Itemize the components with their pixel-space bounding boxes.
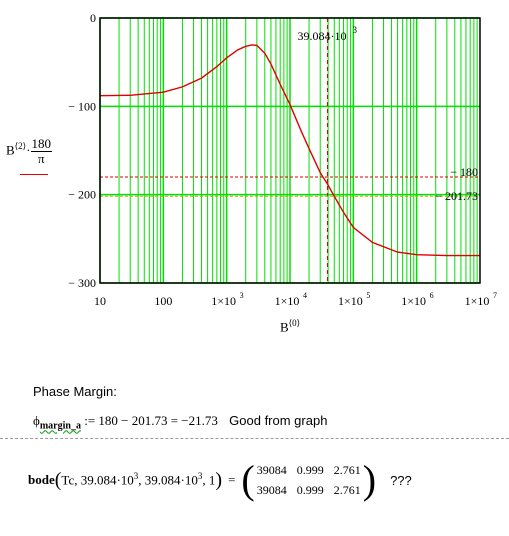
x-tick-labels: 10 100 1×10 3 1×10 4 1×10 5 1×10 6 1×10 7 xyxy=(94,291,497,308)
x-tick-label: 1×10 xyxy=(211,294,236,308)
matrix-row: 39084 0.999 2.761 xyxy=(257,480,361,500)
x-tick-exponent: 3 xyxy=(240,291,244,300)
grid-lines xyxy=(99,17,480,284)
matrix-cell: 0.999 xyxy=(296,483,324,497)
reference-lines xyxy=(100,18,480,283)
legend-line-swatch xyxy=(20,174,48,175)
series-lines xyxy=(99,44,480,257)
region-divider xyxy=(0,438,509,439)
matrix-cell: 2.761 xyxy=(333,483,361,497)
y-label-fraction: 180 π xyxy=(30,136,53,166)
phase-margin-subscript: margin_a xyxy=(39,420,81,432)
x-label-super: ⟨0⟩ xyxy=(288,318,301,328)
matrix-cell: 0.999 xyxy=(296,463,324,477)
bode-equals: = xyxy=(228,472,236,487)
y-label-dot: · xyxy=(26,142,31,158)
y-label-super: ⟨2⟩ xyxy=(14,141,27,152)
x-tick-label: 1×10 xyxy=(338,294,363,308)
x-tick-label: 100 xyxy=(154,294,172,308)
x-tick-label: 1×10 xyxy=(401,294,426,308)
bode-expression[interactable]: bode ( Tc, 39.084·103, 39.084·103, 1 ) =… xyxy=(28,460,412,500)
x-tick-label: 10 xyxy=(94,294,106,308)
phase-margin-expression: := 180 − 201.73 = −21.73 xyxy=(84,413,218,428)
phase-margin-symbol: ϕ xyxy=(33,413,40,428)
x-tick-label: 1×10 xyxy=(275,294,300,308)
reference-hline-label: − 180 xyxy=(450,165,478,179)
y-label-base: B xyxy=(6,142,15,158)
x-tick-exponent: 4 xyxy=(303,291,307,300)
plot-frame xyxy=(99,17,481,284)
reference-vline-label-exponent: 3 xyxy=(352,25,357,35)
phase-margin-equation[interactable]: ϕmargin_a := 180 − 201.73 = −21.73 Good … xyxy=(33,413,327,432)
bode-args: Tc, 39.084·103, 39.084·103, 1 xyxy=(61,471,216,488)
y-tick-label: 0 xyxy=(90,11,96,25)
y-tick-label: − 100 xyxy=(68,99,96,113)
matrix-cell: 2.761 xyxy=(333,463,361,477)
series-line xyxy=(99,44,480,257)
x-axis-label: B⟨0⟩ xyxy=(280,318,300,335)
bode-comment: ??? xyxy=(390,472,412,488)
reference-hline-label: − 201.73 xyxy=(435,189,478,203)
annotation-labels: 39.084·10 3 − 180 − 201.73 xyxy=(297,25,478,203)
y-label-numerator: 180 xyxy=(30,136,53,152)
bode-open-paren: ( xyxy=(54,468,62,491)
x-tick-exponent: 7 xyxy=(493,291,497,300)
matrix-rows: 39084 0.999 2.761 39084 0.999 2.761 xyxy=(255,460,363,500)
matrix-cell: 39084 xyxy=(256,483,287,497)
phase-margin-comment: Good from graph xyxy=(229,413,328,428)
phase-plot[interactable]: 0− 100− 200− 300 10 100 1×10 3 1×10 4 1×10 5 1×1… xyxy=(0,0,509,330)
result-matrix: ( 39084 0.999 2.761 39084 0.999 2.761 ) xyxy=(241,460,376,500)
reference-vline-label: 39.084·10 xyxy=(297,29,346,43)
x-tick-exponent: 5 xyxy=(366,291,370,300)
matrix-open-paren: ( xyxy=(241,457,255,502)
bode-close-paren: ) xyxy=(215,468,223,491)
x-tick-label: 1×10 xyxy=(465,294,490,308)
x-label-base: B xyxy=(280,319,289,335)
y-tick-label: − 200 xyxy=(68,188,96,202)
y-label-denominator: π xyxy=(38,151,45,166)
bode-function-name: bode xyxy=(28,472,55,487)
matrix-row: 39084 0.999 2.761 xyxy=(257,460,361,480)
y-tick-labels: 0 − 100 − 200 − 300 xyxy=(68,11,96,290)
y-tick-label: − 300 xyxy=(68,276,96,290)
x-tick-exponent: 6 xyxy=(430,291,434,300)
y-axis-label: B⟨2⟩· 180 π xyxy=(6,136,53,166)
matrix-cell: 39084 xyxy=(256,463,287,477)
phase-margin-heading: Phase Margin: xyxy=(33,384,117,399)
matrix-close-paren: ) xyxy=(362,457,377,502)
